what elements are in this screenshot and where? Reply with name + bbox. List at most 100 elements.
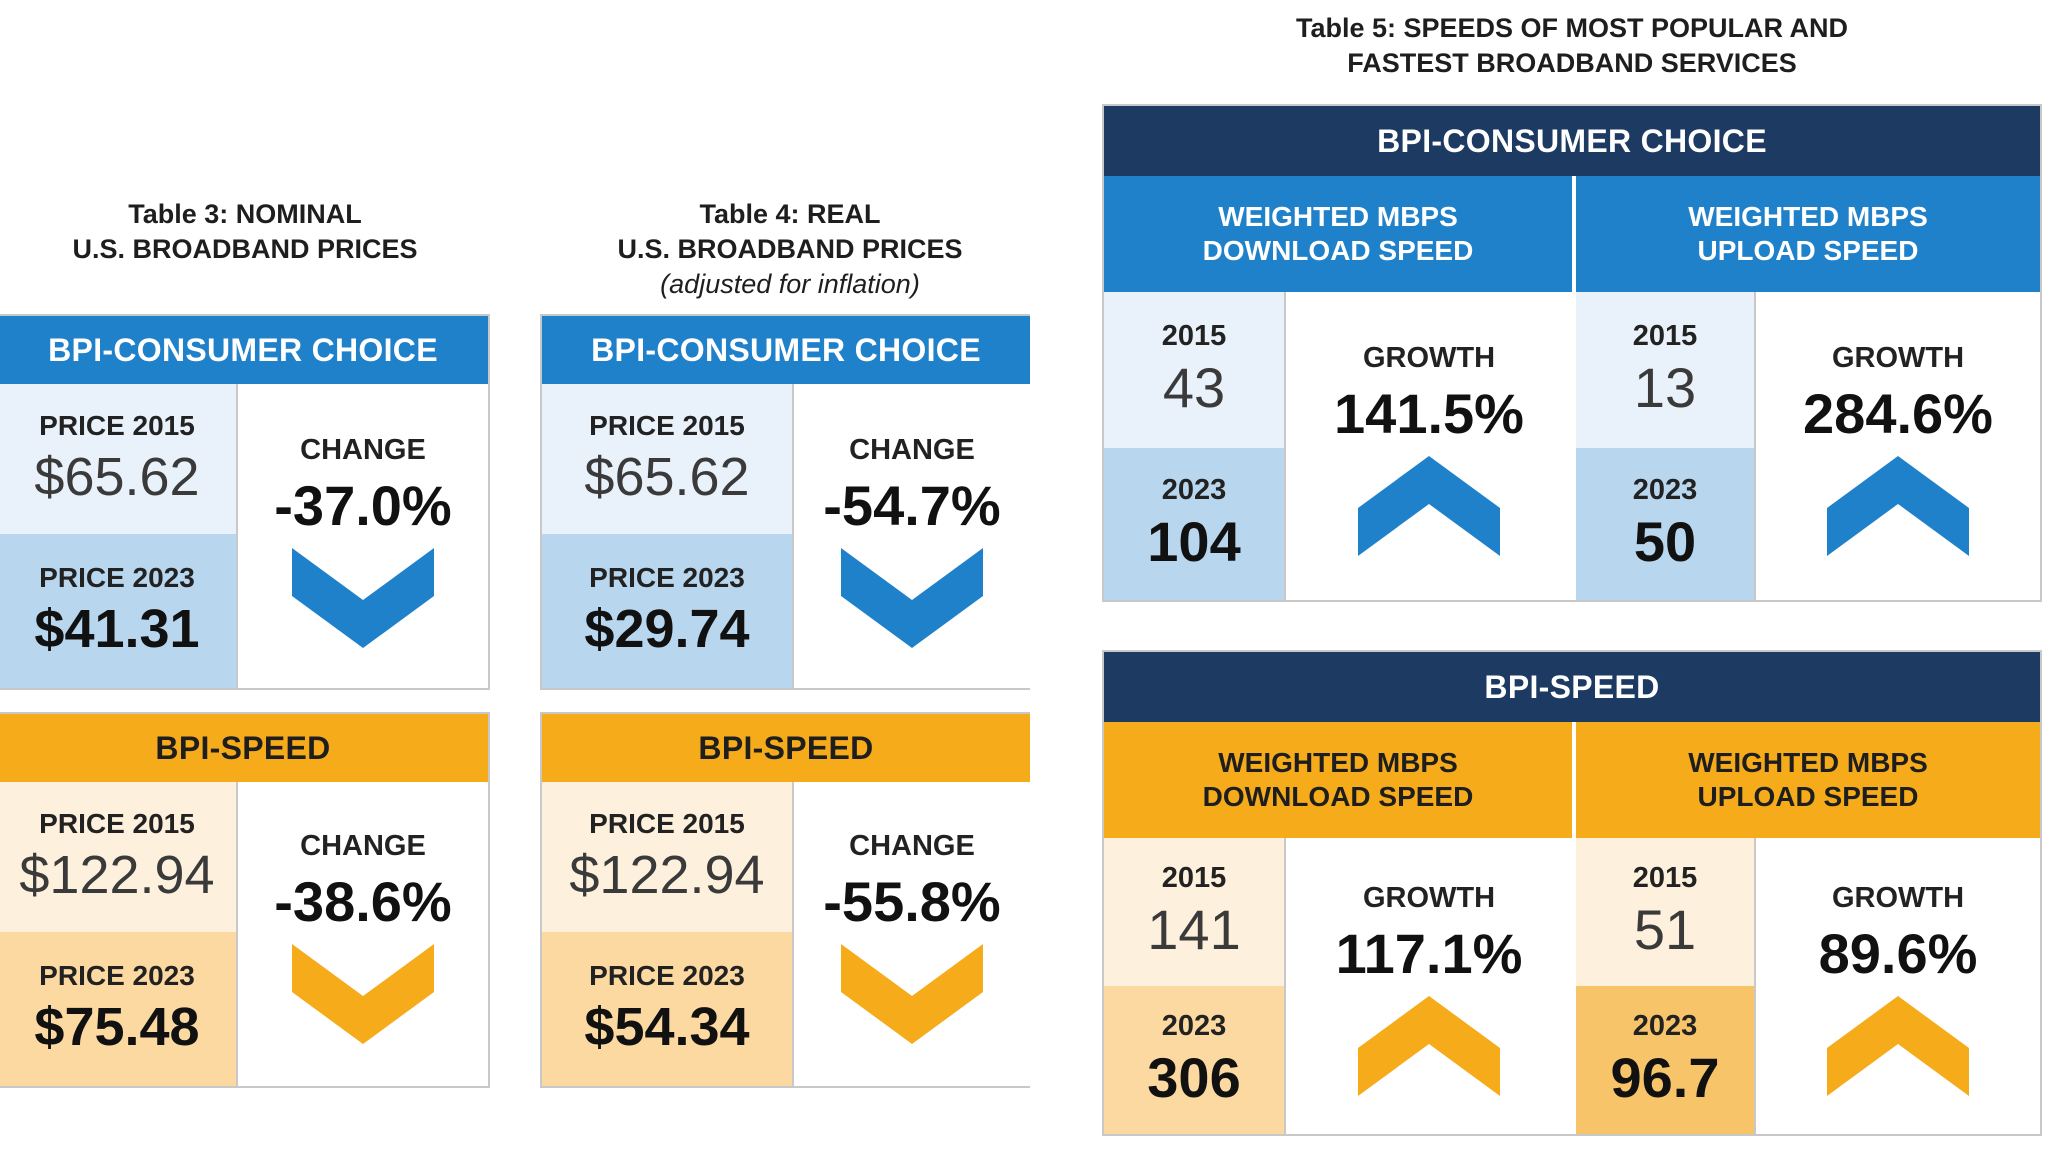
table3-consumer-price2015-cell: PRICE 2015 $65.62 <box>0 384 236 534</box>
table5-title-line2: FASTEST BROADBAND SERVICES <box>1347 48 1797 78</box>
year-value: 51 <box>1633 898 1697 961</box>
year-value: 104 <box>1147 510 1241 573</box>
change-label: CHANGE <box>849 434 975 466</box>
table5-consumer-download-2023-cell: 2023 104 <box>1104 448 1284 600</box>
table3-speed-panel: BPI-SPEED PRICE 2015 $122.94 PRICE 2023 … <box>0 712 490 1088</box>
change-label: CHANGE <box>300 830 426 862</box>
year-label: 2015 <box>1632 320 1698 352</box>
table4-consumer-header: BPI-CONSUMER CHOICE <box>542 316 1030 384</box>
growth-label: GROWTH <box>1831 882 1965 914</box>
table5-title-line1: Table 5: SPEEDS OF MOST POPULAR AND <box>1295 13 1849 43</box>
year-label: 2023 <box>1632 1010 1698 1042</box>
table4-title: Table 4: REAL U.S. BROADBAND PRICES (adj… <box>550 197 1030 302</box>
price2015-value: $122.94 <box>19 845 215 905</box>
change-value: -54.7% <box>823 474 1001 537</box>
table5-speed-download-growth: GROWTH 117.1% <box>1286 882 1572 1096</box>
price2023-label: PRICE 2023 <box>589 960 745 991</box>
price2015-label: PRICE 2015 <box>589 808 745 839</box>
head-line2: UPLOAD SPEED <box>1697 235 1919 266</box>
chevron-down-icon <box>841 944 983 1044</box>
change-value: -37.0% <box>274 474 452 537</box>
price2023-label: PRICE 2023 <box>39 960 195 991</box>
table5-speed-upload-head: WEIGHTED MBPS UPLOAD SPEED <box>1576 722 2040 838</box>
growth-label: GROWTH <box>1831 342 1965 374</box>
year-value: 50 <box>1633 510 1697 573</box>
table4-consumer-price2015-cell: PRICE 2015 $65.62 <box>542 384 792 534</box>
table3-consumer-price2023-cell: PRICE 2023 $41.31 <box>0 534 236 688</box>
table5-title: Table 5: SPEEDS OF MOST POPULAR AND FAST… <box>1102 11 2042 81</box>
divider <box>236 384 238 688</box>
table3-title-line1: Table 3: NOMINAL <box>128 199 362 229</box>
chevron-up-icon <box>1827 996 1969 1096</box>
price2015-value: $65.62 <box>584 447 750 507</box>
year-label: 2023 <box>1161 474 1227 506</box>
divider <box>1284 838 1286 1134</box>
table4-speed-panel: BPI-SPEED PRICE 2015 $122.94 PRICE 2023 … <box>540 712 1030 1088</box>
price2023-label: PRICE 2023 <box>589 562 745 593</box>
chevron-down-icon <box>841 548 983 648</box>
table3-speed-price2015-cell: PRICE 2015 $122.94 <box>0 782 236 932</box>
year-value: 306 <box>1147 1046 1241 1109</box>
table5-consumer-header: BPI-CONSUMER CHOICE <box>1104 106 2040 176</box>
year-value: 96.7 <box>1610 1046 1720 1109</box>
table5-consumer-upload-head: WEIGHTED MBPS UPLOAD SPEED <box>1576 176 2040 292</box>
change-label: CHANGE <box>300 434 426 466</box>
table4-consumer-price2023-cell: PRICE 2023 $29.74 <box>542 534 792 688</box>
head-line1: WEIGHTED MBPS <box>1218 747 1458 778</box>
growth-label: GROWTH <box>1362 882 1496 914</box>
table5-speed-upload-growth: GROWTH 89.6% <box>1756 882 2040 1096</box>
table5-speed-panel: BPI-SPEED WEIGHTED MBPS DOWNLOAD SPEED 2… <box>1102 650 2042 1136</box>
head-line2: DOWNLOAD SPEED <box>1202 781 1474 812</box>
chevron-up-icon <box>1358 456 1500 556</box>
table5-speed-download-head: WEIGHTED MBPS DOWNLOAD SPEED <box>1104 722 1572 838</box>
table4-speed-change: CHANGE -55.8% <box>794 830 1030 1044</box>
table3-title: Table 3: NOMINAL U.S. BROADBAND PRICES <box>0 197 490 267</box>
chevron-down-icon <box>292 944 434 1044</box>
chevron-up-icon <box>1827 456 1969 556</box>
chevron-down-icon <box>292 548 434 648</box>
year-value: 13 <box>1633 356 1697 419</box>
year-label: 2023 <box>1632 474 1698 506</box>
table4-consumer-change: CHANGE -54.7% <box>794 434 1030 648</box>
price2023-value: $54.34 <box>584 997 750 1057</box>
table5-consumer-download-growth: GROWTH 141.5% <box>1286 342 1572 556</box>
year-label: 2023 <box>1161 1010 1227 1042</box>
table4-consumer-panel: BPI-CONSUMER CHOICE PRICE 2015 $65.62 PR… <box>540 314 1030 690</box>
table4-speed-price2023-cell: PRICE 2023 $54.34 <box>542 932 792 1086</box>
table5-speed-header: BPI-SPEED <box>1104 652 2040 722</box>
head-line2: DOWNLOAD SPEED <box>1202 235 1474 266</box>
table4-title-line3: (adjusted for inflation) <box>660 269 920 299</box>
table3-speed-header: BPI-SPEED <box>0 714 488 782</box>
head-line1: WEIGHTED MBPS <box>1688 201 1928 232</box>
divider <box>1572 722 1576 1134</box>
divider <box>1572 176 1576 600</box>
price2023-label: PRICE 2023 <box>39 562 195 593</box>
divider <box>1284 292 1286 600</box>
table4-title-line2: U.S. BROADBAND PRICES <box>617 234 963 264</box>
year-label: 2015 <box>1161 320 1227 352</box>
price2023-value: $41.31 <box>34 599 200 659</box>
price2015-label: PRICE 2015 <box>39 808 195 839</box>
table3-consumer-header: BPI-CONSUMER CHOICE <box>0 316 488 384</box>
price2023-value: $29.74 <box>584 599 750 659</box>
table3-speed-price2023-cell: PRICE 2023 $75.48 <box>0 932 236 1086</box>
table3-consumer-panel: BPI-CONSUMER CHOICE PRICE 2015 $65.62 PR… <box>0 314 490 690</box>
change-label: CHANGE <box>849 830 975 862</box>
price2015-label: PRICE 2015 <box>39 410 195 441</box>
divider <box>236 782 238 1086</box>
table4-speed-price2015-cell: PRICE 2015 $122.94 <box>542 782 792 932</box>
table5-consumer-download-head: WEIGHTED MBPS DOWNLOAD SPEED <box>1104 176 1572 292</box>
table5-consumer-download-2015-cell: 2015 43 <box>1104 292 1284 448</box>
table3-title-line2: U.S. BROADBAND PRICES <box>72 234 418 264</box>
price2015-value: $65.62 <box>34 447 200 507</box>
change-value: -38.6% <box>274 870 452 933</box>
table5-consumer-upload-growth: GROWTH 284.6% <box>1756 342 2040 556</box>
growth-label: GROWTH <box>1362 342 1496 374</box>
head-line1: WEIGHTED MBPS <box>1218 201 1458 232</box>
divider <box>792 782 794 1086</box>
table4-speed-header: BPI-SPEED <box>542 714 1030 782</box>
table5-speed-download-2015-cell: 2015 141 <box>1104 838 1284 986</box>
table3-speed-change: CHANGE -38.6% <box>238 830 488 1044</box>
divider <box>1754 838 1756 1134</box>
head-line1: WEIGHTED MBPS <box>1688 747 1928 778</box>
